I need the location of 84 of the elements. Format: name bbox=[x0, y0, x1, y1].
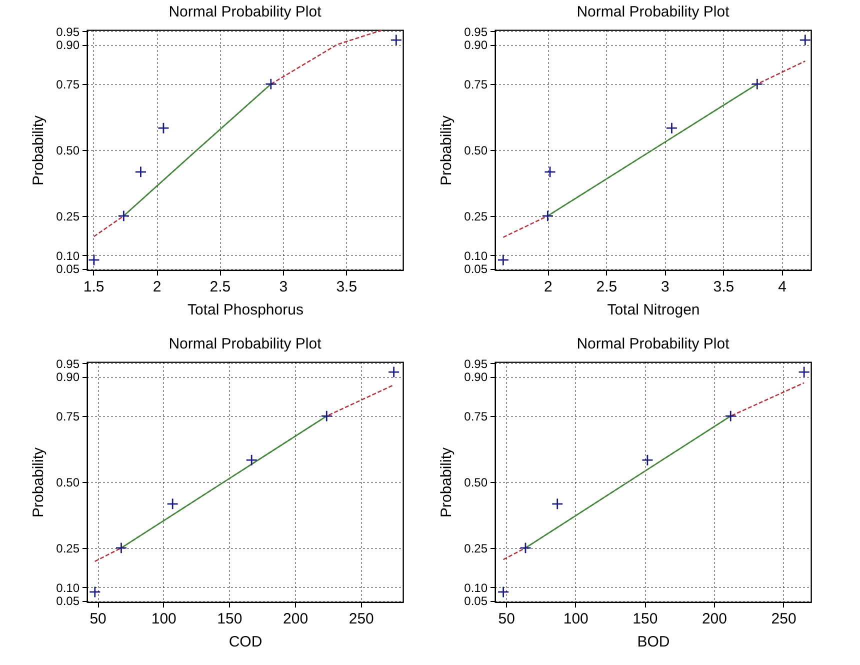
x-tick-label: 50 bbox=[498, 610, 515, 628]
y-tick-label: 0.95 bbox=[56, 24, 80, 39]
y-tick-label: 0.50 bbox=[56, 476, 80, 490]
point bbox=[115, 542, 128, 554]
x-tick-label: 200 bbox=[702, 610, 727, 628]
y-tick-label: 0.75 bbox=[464, 78, 488, 92]
point bbox=[542, 210, 554, 222]
y-tick-label: 0.05 bbox=[56, 262, 80, 276]
y-tick-label: 0.95 bbox=[464, 24, 488, 39]
x-tick-label: 2.5 bbox=[210, 278, 231, 296]
y-tick-label: 0.10 bbox=[56, 248, 80, 263]
point bbox=[497, 254, 510, 266]
point bbox=[642, 454, 654, 466]
x-tick-label: 3.5 bbox=[336, 278, 358, 296]
point bbox=[134, 166, 147, 178]
y-axis-title: Probability bbox=[30, 446, 48, 518]
y-axis-title: Probability bbox=[30, 114, 48, 186]
point bbox=[798, 366, 810, 378]
point bbox=[118, 210, 130, 222]
y-tick-label: 0.05 bbox=[56, 594, 80, 608]
point bbox=[520, 542, 532, 554]
y-tick-label: 0.05 bbox=[464, 262, 488, 276]
x-tick-label: 2 bbox=[152, 278, 162, 296]
x-tick-label: 100 bbox=[563, 610, 588, 628]
x-tick-label: 3.5 bbox=[713, 278, 734, 296]
x-tick-label: 250 bbox=[348, 610, 374, 628]
y-tick-label: 0.90 bbox=[464, 370, 488, 384]
x-tick-label: 150 bbox=[632, 610, 658, 628]
x-tick-label: 150 bbox=[217, 610, 242, 628]
y-tick-label: 0.25 bbox=[56, 209, 80, 224]
y-tick-label: 0.75 bbox=[56, 78, 80, 92]
x-axis-title: BOD bbox=[637, 634, 670, 650]
y-tick-label: 0.75 bbox=[56, 410, 80, 424]
point bbox=[166, 498, 179, 510]
x-tick-label: 2.5 bbox=[596, 278, 618, 296]
y-tick-label: 0.90 bbox=[56, 38, 80, 52]
point bbox=[751, 78, 764, 90]
y-tick-label: 0.25 bbox=[56, 541, 80, 556]
x-tick-label: 1.5 bbox=[83, 278, 104, 296]
x-tick-label: 250 bbox=[771, 610, 796, 628]
y-tick-label: 0.10 bbox=[464, 580, 488, 595]
x-tick-label: 3 bbox=[279, 278, 288, 296]
chart-title: Normal Probability Plot bbox=[168, 3, 322, 20]
point bbox=[388, 366, 400, 378]
x-tick-label: 4 bbox=[778, 278, 786, 296]
y-tick-label: 0.50 bbox=[464, 476, 488, 490]
y-tick-label: 0.90 bbox=[464, 38, 488, 52]
y-tick-label: 0.95 bbox=[464, 356, 488, 371]
x-tick-label: 3 bbox=[661, 278, 670, 296]
point bbox=[246, 454, 258, 466]
y-tick-label: 0.50 bbox=[464, 144, 488, 158]
y-axis-title: Probability bbox=[438, 114, 456, 186]
y-axis-title: Probability bbox=[438, 446, 456, 518]
point bbox=[724, 410, 737, 422]
point bbox=[666, 122, 678, 134]
point bbox=[551, 498, 564, 510]
y-tick-label: 0.25 bbox=[464, 209, 488, 224]
x-tick-label: 50 bbox=[90, 610, 106, 628]
chart-title: Normal Probability Plot bbox=[168, 335, 322, 352]
y-tick-label: 0.10 bbox=[56, 580, 80, 595]
point bbox=[497, 586, 510, 598]
x-tick-label: 200 bbox=[283, 610, 308, 628]
point bbox=[88, 254, 100, 266]
point bbox=[544, 166, 556, 178]
x-axis-title: Total Phosphorus bbox=[188, 302, 304, 318]
y-tick-label: 0.05 bbox=[464, 594, 488, 608]
y-tick-label: 0.95 bbox=[56, 356, 80, 371]
point bbox=[88, 586, 101, 598]
point bbox=[799, 34, 812, 46]
y-tick-label: 0.90 bbox=[56, 370, 80, 384]
y-tick-label: 0.10 bbox=[464, 248, 488, 263]
chart-title: Normal Probability Plot bbox=[576, 335, 730, 352]
x-tick-label: 100 bbox=[151, 610, 176, 628]
point bbox=[320, 410, 333, 422]
y-tick-label: 0.75 bbox=[464, 410, 488, 424]
x-axis-title: Total Nitrogen bbox=[607, 302, 700, 318]
point bbox=[158, 122, 170, 134]
x-axis-title: COD bbox=[228, 634, 262, 650]
x-tick-label: 2 bbox=[544, 278, 552, 296]
chart-title: Normal Probability Plot bbox=[576, 3, 730, 20]
point bbox=[390, 34, 402, 46]
y-tick-label: 0.25 bbox=[464, 541, 488, 556]
point bbox=[264, 78, 277, 90]
y-tick-label: 0.50 bbox=[56, 144, 80, 158]
